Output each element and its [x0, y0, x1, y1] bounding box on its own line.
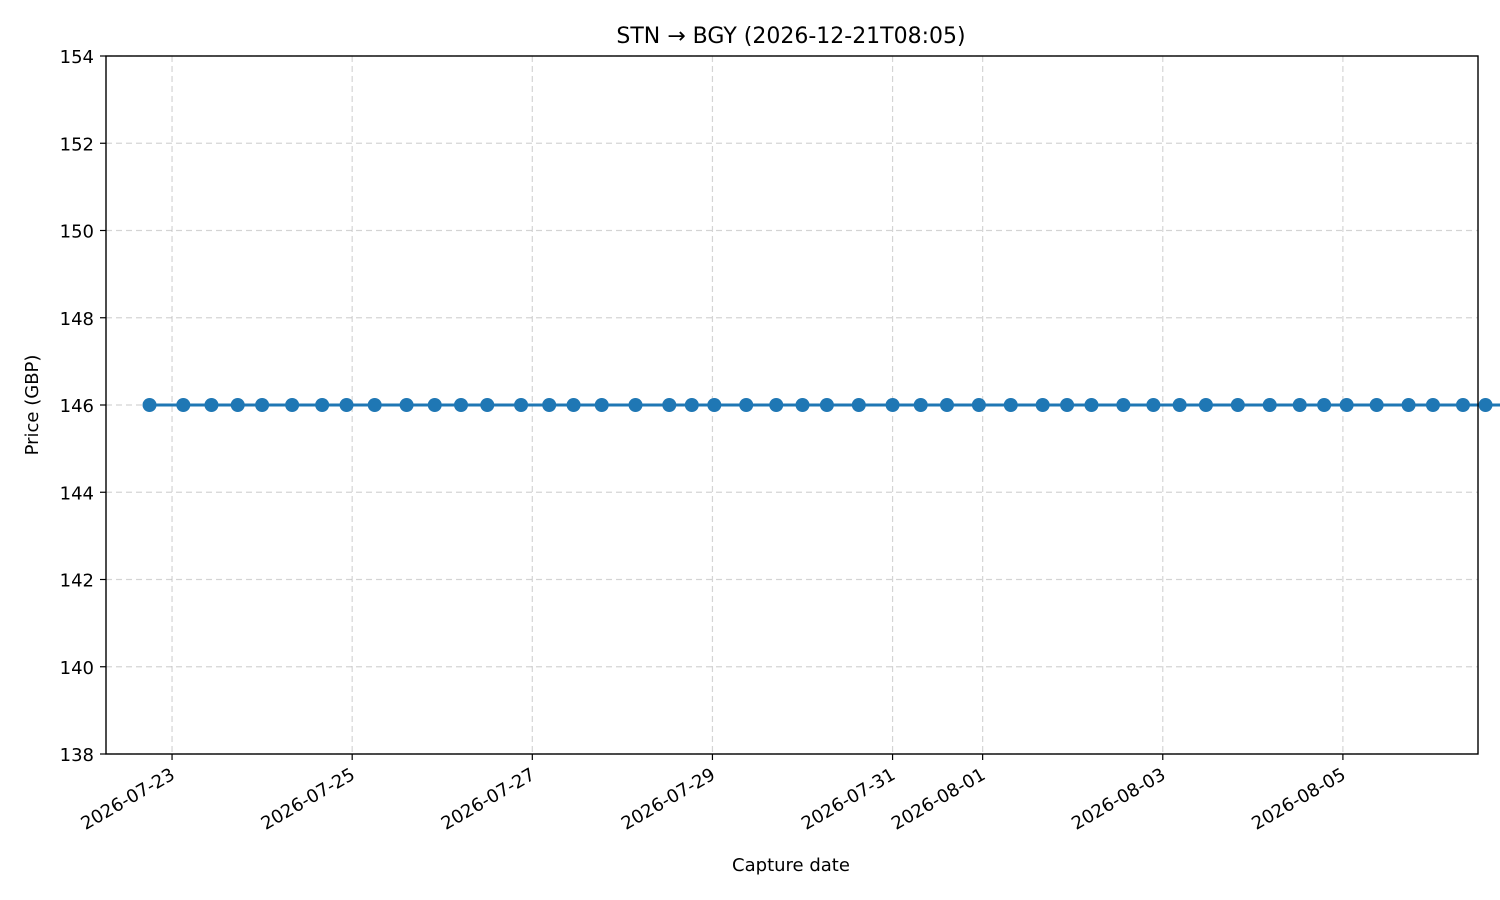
- data-point: [594, 398, 609, 412]
- data-point: [1369, 398, 1384, 412]
- data-point: [739, 398, 754, 412]
- data-point: [285, 398, 300, 412]
- data-point: [1401, 398, 1416, 412]
- x-axis-label: Capture date: [732, 855, 850, 876]
- y-tick-label: 148: [60, 309, 94, 330]
- y-tick-label: 150: [60, 222, 94, 243]
- y-tick-label: 138: [60, 745, 94, 766]
- y-tick-label: 140: [60, 658, 94, 679]
- data-point: [204, 398, 219, 412]
- data-point: [1478, 398, 1493, 412]
- y-tick-label: 154: [60, 47, 94, 68]
- data-point: [176, 398, 191, 412]
- data-point: [851, 398, 866, 412]
- y-tick-label: 144: [60, 483, 94, 504]
- data-point: [971, 398, 986, 412]
- data-point: [480, 398, 495, 412]
- data-point: [542, 398, 557, 412]
- data-point: [885, 398, 900, 412]
- data-point: [795, 398, 810, 412]
- x-tick-label: 2026-07-23: [77, 764, 178, 834]
- data-point: [1060, 398, 1075, 412]
- data-point: [315, 398, 330, 412]
- data-point: [399, 398, 414, 412]
- data-point: [454, 398, 469, 412]
- data-point: [1230, 398, 1245, 412]
- x-tick-label: 2026-07-29: [618, 764, 719, 834]
- data-point: [230, 398, 245, 412]
- data-point: [1172, 398, 1187, 412]
- data-point: [1084, 398, 1099, 412]
- data-point: [662, 398, 677, 412]
- data-point: [427, 398, 442, 412]
- data-point: [684, 398, 699, 412]
- data-point: [1425, 398, 1440, 412]
- data-point: [1317, 398, 1332, 412]
- y-axis: 138 140 142 144 146 148 150 152 154: [60, 47, 106, 766]
- data-point: [142, 398, 157, 412]
- x-tick-label: 2026-08-05: [1248, 764, 1349, 834]
- x-axis: 2026-07-23 2026-07-25 2026-07-27 2026-07-29…: [77, 754, 1349, 835]
- x-tick-label: 2026-07-27: [438, 764, 539, 834]
- data-point: [769, 398, 784, 412]
- chart-title: STN → BGY (2026-12-21T08:05): [616, 24, 965, 49]
- data-points: [142, 398, 1493, 412]
- data-point: [1198, 398, 1213, 412]
- data-point: [1003, 398, 1018, 412]
- data-point: [566, 398, 581, 412]
- data-point: [819, 398, 834, 412]
- data-point: [514, 398, 529, 412]
- data-point: [707, 398, 722, 412]
- y-tick-label: 142: [60, 571, 94, 592]
- data-point: [1292, 398, 1307, 412]
- data-point: [339, 398, 354, 412]
- x-tick-label: 2026-08-01: [888, 764, 989, 834]
- data-point: [1455, 398, 1470, 412]
- y-axis-label: Price (GBP): [22, 355, 43, 456]
- data-point: [367, 398, 382, 412]
- data-point: [1035, 398, 1050, 412]
- y-tick-label: 152: [60, 134, 94, 155]
- data-point: [1262, 398, 1277, 412]
- data-point: [1116, 398, 1131, 412]
- data-point: [913, 398, 928, 412]
- x-tick-label: 2026-07-25: [258, 764, 359, 834]
- x-tick-label: 2026-07-31: [798, 764, 899, 834]
- data-point: [628, 398, 643, 412]
- x-tick-label: 2026-08-03: [1068, 764, 1169, 834]
- y-tick-label: 146: [60, 396, 94, 417]
- data-point: [939, 398, 954, 412]
- data-point: [255, 398, 270, 412]
- data-point: [1339, 398, 1354, 412]
- data-point: [1146, 398, 1161, 412]
